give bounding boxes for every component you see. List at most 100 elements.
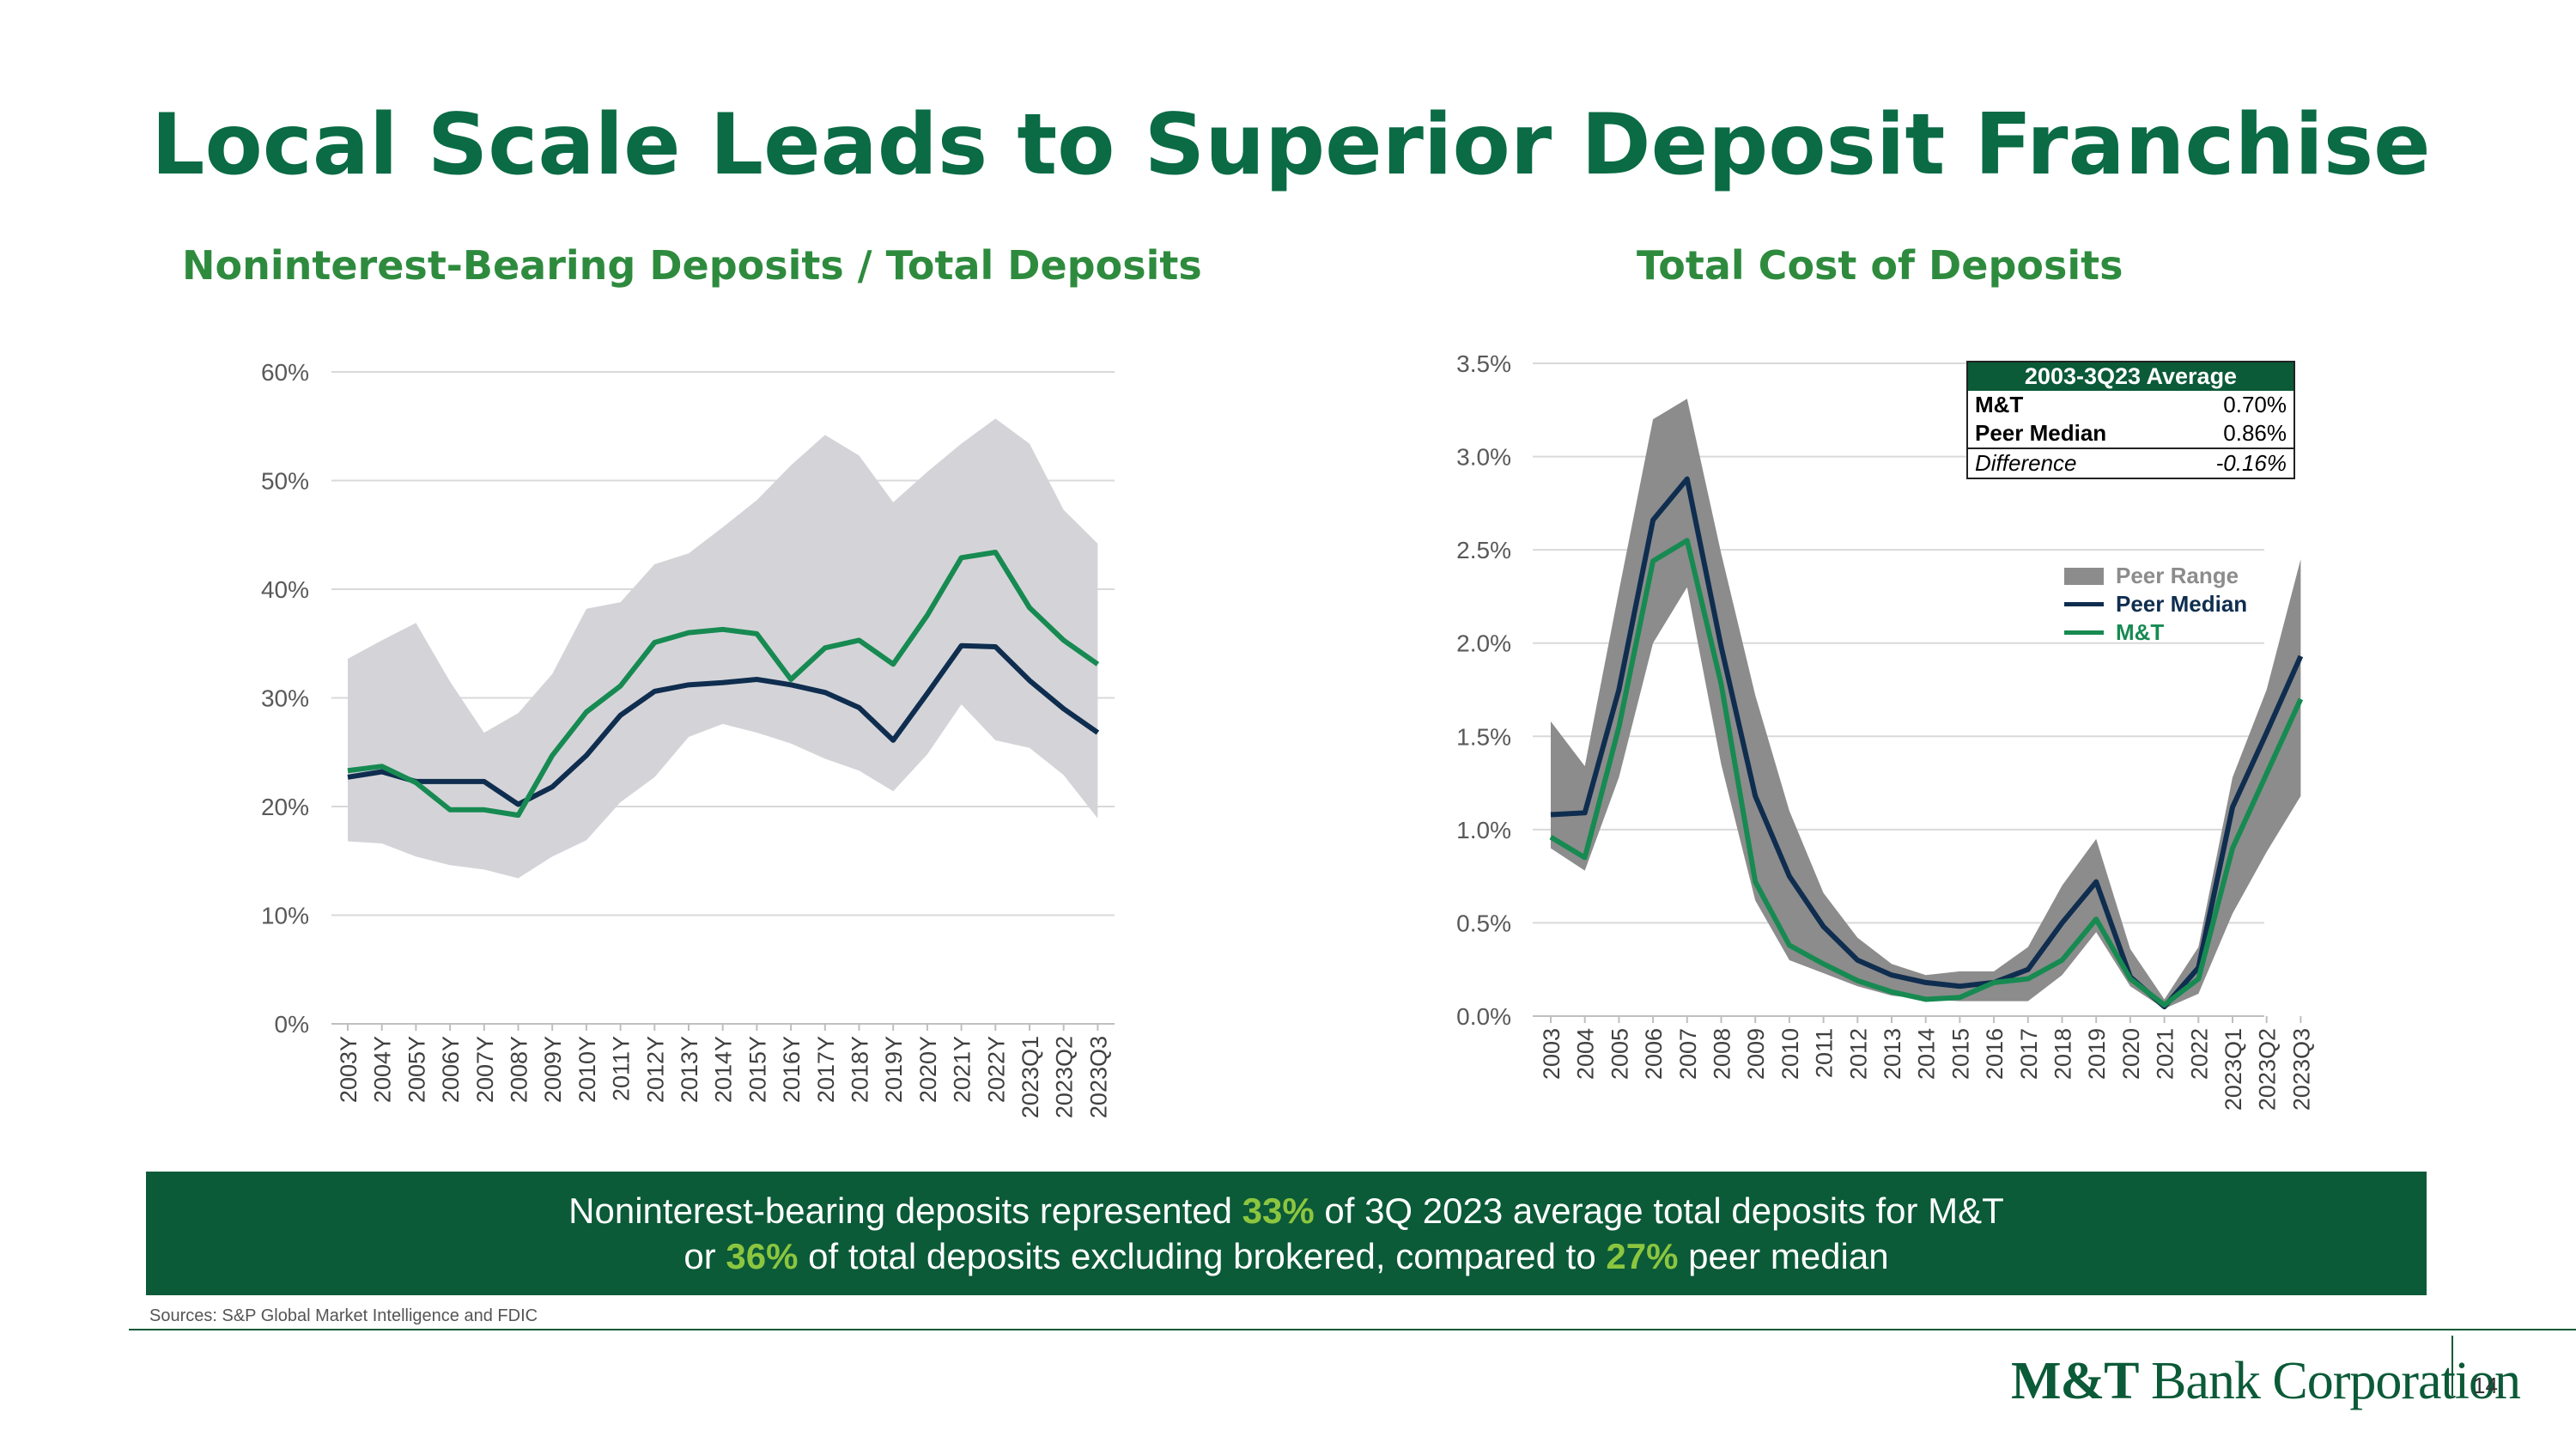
- x-tick-label: 2023Q3: [2288, 1028, 2314, 1111]
- callout-text: Noninterest-bearing deposits represented: [568, 1190, 1242, 1231]
- callout-text: of total deposits excluding brokered, co…: [798, 1236, 1607, 1276]
- x-tick-label: 2022: [2186, 1028, 2212, 1080]
- y-tick-label: 60%: [261, 359, 309, 386]
- x-tick-label: 2018: [2050, 1028, 2076, 1080]
- x-tick-label: 2009Y: [540, 1036, 566, 1103]
- x-tick-label: 2003: [1539, 1028, 1564, 1080]
- y-tick-label: 30%: [261, 685, 309, 712]
- x-tick-label: 2017: [2016, 1028, 2042, 1080]
- callout-text: peer median: [1678, 1236, 1889, 1276]
- legend-swatch-range: [2064, 567, 2104, 585]
- x-tick-label: 2011: [1812, 1028, 1838, 1078]
- x-tick-label: 2015: [1947, 1028, 1973, 1080]
- logo-bold: M&T: [2011, 1352, 2140, 1410]
- chart-left-title: Noninterest-Bearing Deposits / Total Dep…: [182, 242, 1202, 289]
- x-tick-label: 2019Y: [881, 1036, 907, 1103]
- x-tick-label: 2017Y: [813, 1036, 839, 1103]
- logo-rest: Bank Corporation: [2138, 1352, 2521, 1410]
- callout-highlight-27: 27%: [1606, 1236, 1679, 1276]
- average-table-peer-label: Peer Median: [1975, 420, 2107, 446]
- x-tick-label: 2022Y: [983, 1036, 1009, 1103]
- footer-divider: [129, 1329, 2576, 1330]
- x-tick-label: 2018Y: [848, 1036, 873, 1103]
- y-tick-label: 3.5%: [1456, 350, 1511, 377]
- average-table-peer-value: 0.86%: [2223, 420, 2287, 446]
- x-tick-label: 2003Y: [336, 1036, 361, 1103]
- x-tick-label: 2012Y: [642, 1036, 668, 1103]
- x-tick-label: 2023Q2: [2255, 1028, 2281, 1111]
- x-tick-label: 2011Y: [609, 1036, 635, 1101]
- y-tick-label: 0%: [275, 1011, 309, 1038]
- y-tick-label: 10%: [261, 903, 309, 929]
- x-tick-label: 2023Q1: [1018, 1036, 1043, 1118]
- x-tick-label: 2013Y: [677, 1036, 702, 1103]
- page-number: 14: [2473, 1373, 2498, 1398]
- x-tick-label: 2004: [1573, 1028, 1599, 1080]
- x-tick-label: 2010: [1777, 1028, 1803, 1080]
- chart-right-title: Total Cost of Deposits: [1637, 242, 2123, 289]
- x-tick-label: 2004Y: [370, 1036, 396, 1103]
- chart-right-legend: Peer Range Peer Median M&T: [2064, 562, 2247, 647]
- x-tick-label: 2006: [1641, 1028, 1667, 1080]
- peer-range-area: [348, 418, 1098, 879]
- legend-peer-range: Peer Range: [2064, 562, 2247, 590]
- x-tick-label: 2023Q3: [1085, 1036, 1111, 1118]
- y-tick-label: 2.5%: [1456, 537, 1511, 563]
- sources-note: Sources: S&P Global Market Intelligence …: [149, 1306, 538, 1325]
- y-tick-label: 1.5%: [1456, 723, 1511, 750]
- x-tick-label: 2007Y: [472, 1036, 498, 1103]
- callout-highlight-33: 33%: [1242, 1190, 1315, 1231]
- x-tick-label: 2010Y: [574, 1036, 600, 1103]
- series-line-peer-median: [347, 642, 1100, 807]
- callout-line-1: Noninterest-bearing deposits represented…: [146, 1188, 2427, 1233]
- x-tick-label: 2019: [2084, 1028, 2110, 1080]
- legend-mt: M&T: [2064, 618, 2247, 647]
- y-tick-label: 1.0%: [1456, 817, 1511, 843]
- x-tick-label: 2023Q1: [2221, 1028, 2246, 1111]
- page-title: Local Scale Leads to Superior Deposit Fr…: [151, 96, 2431, 194]
- y-tick-label: 50%: [261, 468, 309, 495]
- y-tick-label: 20%: [261, 794, 309, 820]
- average-table: 2003-3Q23 Average M&T 0.70% Peer Median …: [1966, 361, 2295, 479]
- x-tick-label: 2021Y: [950, 1036, 975, 1103]
- average-table-mt-value: 0.70%: [2223, 392, 2287, 417]
- legend-label-range: Peer Range: [2116, 563, 2239, 588]
- chart-cost-of-deposits: 0.0% 0.5% 1.0% 1.5% 2.0% 2.5% 3.0% 3.5% 2003 2004…: [1456, 350, 2314, 1111]
- callout-text: of 3Q 2023 average total deposits for M&…: [1314, 1190, 2004, 1231]
- legend-label-median: Peer Median: [2116, 591, 2248, 617]
- x-tick-label: 2020: [2118, 1028, 2144, 1080]
- x-tick-label: 2020Y: [915, 1036, 941, 1103]
- x-tick-label: 2005: [1607, 1028, 1632, 1080]
- x-tick-label: 2008Y: [507, 1036, 532, 1103]
- average-table-header: 2003-3Q23 Average: [1967, 362, 2294, 391]
- chart-nib-deposits: 0% 10% 20% 30% 40% 50% 60% 2003Y 2004Y 2005Y 2006Y…: [261, 359, 1115, 1118]
- average-table-diff-value: -0.16%: [2177, 447, 2294, 478]
- x-tick-label: 2021: [2153, 1028, 2178, 1080]
- legend-label-mt: M&T: [2116, 619, 2165, 645]
- series-line-mt: [1549, 538, 2304, 1008]
- y-tick-label: 2.0%: [1456, 630, 1511, 657]
- callout-line-2: or 36% of total deposits excluding broke…: [146, 1233, 2427, 1279]
- callout-box: Noninterest-bearing deposits represented…: [146, 1172, 2427, 1295]
- x-tick-label: 2006Y: [438, 1036, 464, 1103]
- y-tick-label: 3.0%: [1456, 444, 1511, 471]
- y-tick-label: 40%: [261, 576, 309, 603]
- peer-range-area: [1551, 399, 2301, 1009]
- x-tick-label: 2012: [1845, 1028, 1871, 1080]
- legend-swatch-mt: [2064, 630, 2104, 635]
- legend-peer-median: Peer Median: [2064, 590, 2247, 618]
- y-tick-label: 0.5%: [1456, 910, 1511, 936]
- series-line-mt: [347, 549, 1100, 819]
- average-table-mt-label: M&T: [1975, 392, 2024, 417]
- average-table-diff-label: Difference: [1967, 447, 2177, 478]
- logo-separator: [2451, 1336, 2453, 1396]
- x-tick-label: 2014: [1914, 1028, 1940, 1080]
- x-tick-label: 2005Y: [404, 1036, 429, 1103]
- x-tick-label: 2007: [1675, 1028, 1701, 1080]
- y-tick-label: 0.0%: [1456, 1003, 1511, 1030]
- company-logo: M&T Bank Corporation: [2011, 1351, 2521, 1412]
- x-tick-label: 2016: [1982, 1028, 2008, 1080]
- x-tick-label: 2023Q2: [1052, 1036, 1078, 1118]
- x-tick-label: 2008: [1710, 1028, 1735, 1080]
- x-tick-label: 2009: [1743, 1028, 1769, 1080]
